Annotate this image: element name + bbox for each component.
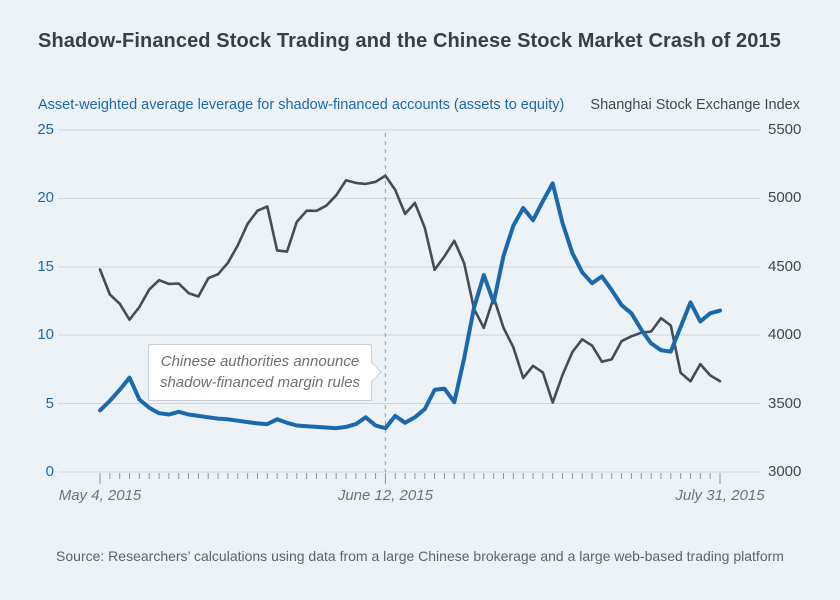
leverage-line: [98, 181, 722, 431]
left-axis-tick-label: 25: [37, 121, 54, 138]
x-axis-date-label: July 31, 2015: [675, 487, 765, 504]
right-axis-tick-label: 4000: [768, 326, 802, 344]
sse-index-line: [98, 174, 722, 404]
right-axis-title: Shanghai Stock Exchange Index: [590, 97, 800, 113]
annotation-line-2: shadow-financed margin rules: [159, 374, 361, 392]
left-axis-tick-label: 0: [45, 463, 54, 480]
right-axis-tick-label: 3000: [768, 463, 802, 480]
left-axis-tick-label: 15: [37, 257, 54, 275]
right-axis-tick-label: 3500: [768, 394, 802, 412]
x-axis-date-label: May 4, 2015: [58, 487, 142, 504]
left-axis-title: Asset-weighted average leverage for shad…: [38, 97, 565, 113]
right-axis-tick-label: 4500: [768, 257, 802, 275]
left-axis-tick-label: 5: [45, 394, 54, 412]
right-axis-tick-label: 5000: [768, 189, 802, 207]
annotation-line-1: Chinese authorities announce: [160, 353, 360, 370]
left-axis-tick-label: 10: [37, 326, 54, 344]
left-axis-tick-label: 20: [37, 189, 54, 207]
source-note: Source: Researchers’ calculations using …: [56, 548, 784, 564]
chart-title: Shadow-Financed Stock Trading and the Ch…: [38, 30, 781, 52]
x-axis-date-label: June 12, 2015: [337, 487, 433, 504]
annotation-callout: Chinese authorities announce shadow-fina…: [148, 344, 382, 401]
right-axis-tick-label: 5500: [768, 121, 802, 138]
